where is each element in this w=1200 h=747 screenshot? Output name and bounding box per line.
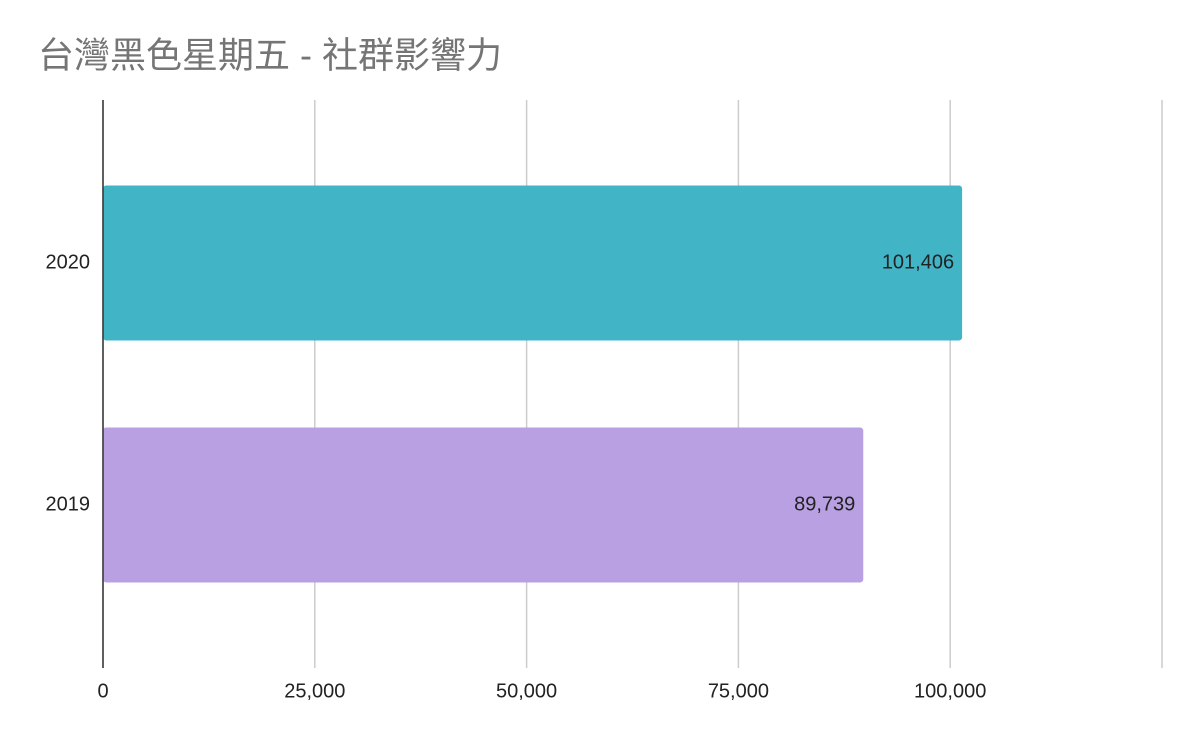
x-tick-label: 75,000 xyxy=(708,680,769,702)
x-tick-label: 25,000 xyxy=(284,680,345,702)
bar xyxy=(103,427,864,583)
value-label: 89,739 xyxy=(794,493,855,515)
chart-title: 台灣黑色星期五 - 社群影響力 xyxy=(38,35,502,76)
value-label: 101,406 xyxy=(882,251,954,273)
x-tick-label: 50,000 xyxy=(496,680,557,702)
x-tick-label: 100,000 xyxy=(914,680,986,702)
y-tick-label: 2019 xyxy=(46,493,91,515)
bar xyxy=(103,185,963,341)
y-tick-label: 2020 xyxy=(46,251,91,273)
x-tick-label: 0 xyxy=(97,680,108,702)
